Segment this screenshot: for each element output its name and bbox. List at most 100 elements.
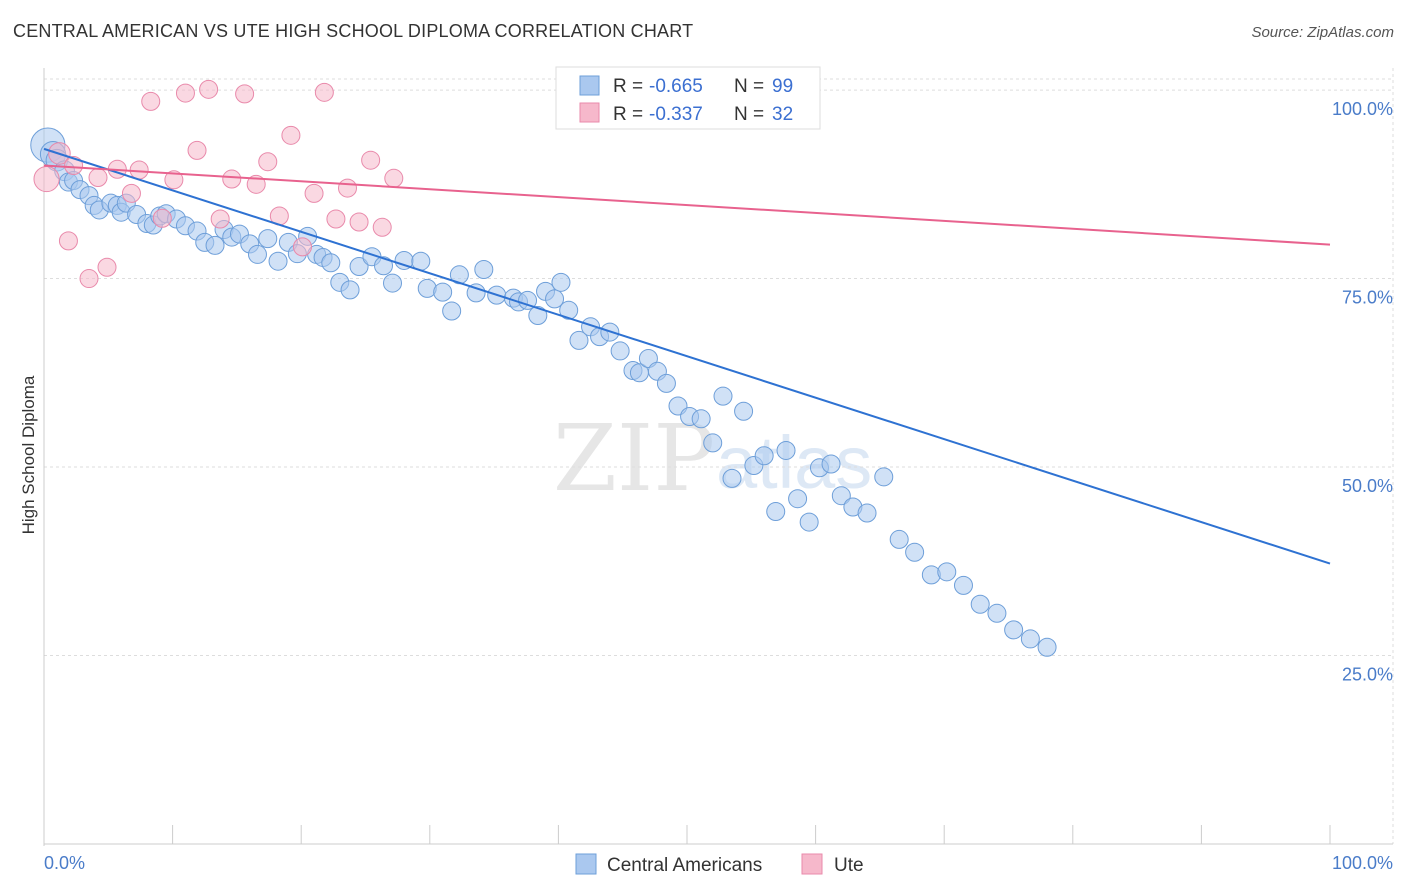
point-ute xyxy=(64,155,84,175)
point-ute xyxy=(33,165,60,193)
point-central-americans xyxy=(953,575,973,595)
point-ute xyxy=(349,212,369,232)
point-central-americans xyxy=(610,341,630,361)
point-central-americans xyxy=(374,256,394,276)
source-label: Source: ZipAtlas.com xyxy=(1251,24,1394,41)
point-ute xyxy=(326,209,346,229)
trend-line-ute xyxy=(43,164,1331,246)
point-ute xyxy=(246,174,266,194)
stats-n-value-pink: 32 xyxy=(772,104,793,125)
point-ute xyxy=(372,217,392,237)
point-central-americans xyxy=(722,468,742,488)
x-tick-label-max: 100.0% xyxy=(1332,853,1393,873)
series-central-americans xyxy=(30,127,1057,657)
point-ute xyxy=(384,168,404,188)
point-ute xyxy=(210,209,230,229)
point-central-americans xyxy=(1020,629,1040,649)
point-central-americans xyxy=(754,446,774,466)
y-tick-label: 100.0% xyxy=(1332,99,1393,119)
point-central-americans xyxy=(713,386,733,406)
stats-n-label-blue: N = xyxy=(734,76,764,97)
stats-r-label-pink: R = xyxy=(613,104,643,125)
point-central-americans xyxy=(766,502,786,522)
point-central-americans xyxy=(1004,620,1024,640)
series-ute xyxy=(33,79,404,289)
chart-title: CENTRAL AMERICAN VS UTE HIGH SCHOOL DIPL… xyxy=(13,21,694,41)
point-ute xyxy=(337,178,357,198)
point-central-americans xyxy=(551,272,571,292)
point-ute xyxy=(235,84,255,104)
point-ute xyxy=(199,79,219,99)
point-ute xyxy=(141,91,161,111)
point-ute xyxy=(292,237,312,257)
stats-r-label-blue: R = xyxy=(613,76,643,97)
point-ute xyxy=(97,257,117,277)
bottom-legend: Central Americans Ute xyxy=(575,853,864,876)
stats-legend: R = -0.665 N = 99 R = -0.337 N = 32 xyxy=(555,66,821,130)
point-central-americans xyxy=(466,283,486,303)
point-central-americans xyxy=(905,542,925,562)
point-central-americans xyxy=(921,565,941,585)
point-central-americans xyxy=(734,401,754,421)
point-ute xyxy=(58,231,78,251)
point-central-americans xyxy=(268,251,288,271)
y-tick-label: 50.0% xyxy=(1342,476,1393,496)
x-tick-label-min: 0.0% xyxy=(44,853,85,873)
point-ute xyxy=(187,140,207,160)
point-central-americans xyxy=(545,289,565,309)
point-central-americans xyxy=(442,301,462,321)
point-central-americans xyxy=(433,282,453,302)
stats-n-label-pink: N = xyxy=(734,104,764,125)
point-central-americans xyxy=(788,489,808,509)
point-central-americans xyxy=(569,330,589,350)
legend-label-central-americans: Central Americans xyxy=(607,855,762,876)
point-ute xyxy=(361,150,381,170)
stats-legend-box xyxy=(555,66,821,130)
stats-r-value-blue: -0.665 xyxy=(649,76,703,97)
y-axis-title: High School Diploma xyxy=(19,375,38,534)
point-central-americans xyxy=(937,562,957,582)
legend-label-ute: Ute xyxy=(834,855,864,876)
point-ute xyxy=(164,170,184,190)
point-ute xyxy=(281,125,301,145)
point-central-americans xyxy=(821,454,841,474)
point-ute xyxy=(175,83,195,103)
point-central-americans xyxy=(970,594,990,614)
point-central-americans xyxy=(321,253,341,273)
trend-lines xyxy=(43,147,1331,565)
axes: 25.0% 50.0% 75.0% 100.0% 0.0% 100.0% xyxy=(43,68,1393,873)
point-ute xyxy=(152,208,172,228)
point-central-americans xyxy=(247,244,267,264)
point-central-americans xyxy=(518,290,538,310)
point-central-americans xyxy=(656,373,676,393)
stats-n-value-blue: 99 xyxy=(772,76,793,97)
point-central-americans xyxy=(889,529,909,549)
point-ute xyxy=(304,183,324,203)
point-ute xyxy=(258,152,278,172)
point-ute xyxy=(79,269,99,289)
stats-r-value-pink: -0.337 xyxy=(649,104,703,125)
point-central-americans xyxy=(258,229,278,249)
point-central-americans xyxy=(340,280,360,300)
y-tick-label: 75.0% xyxy=(1342,288,1393,308)
trend-line-central-americans xyxy=(43,147,1331,565)
point-central-americans xyxy=(987,603,1007,623)
point-central-americans xyxy=(874,467,894,487)
legend-swatch-ute xyxy=(801,853,823,875)
point-central-americans xyxy=(703,433,723,453)
point-central-americans xyxy=(1037,637,1057,657)
point-ute xyxy=(314,82,334,102)
point-central-americans xyxy=(528,306,548,326)
point-ute xyxy=(121,183,141,203)
point-central-americans xyxy=(776,440,796,460)
point-central-americans xyxy=(559,300,579,320)
point-central-americans xyxy=(857,503,877,523)
point-central-americans xyxy=(799,512,819,532)
point-central-americans xyxy=(205,235,225,255)
point-ute xyxy=(222,169,242,189)
point-central-americans xyxy=(691,409,711,429)
legend-swatch-central-americans xyxy=(575,853,597,875)
stats-swatch-pink xyxy=(579,102,600,123)
point-central-americans xyxy=(383,273,403,293)
